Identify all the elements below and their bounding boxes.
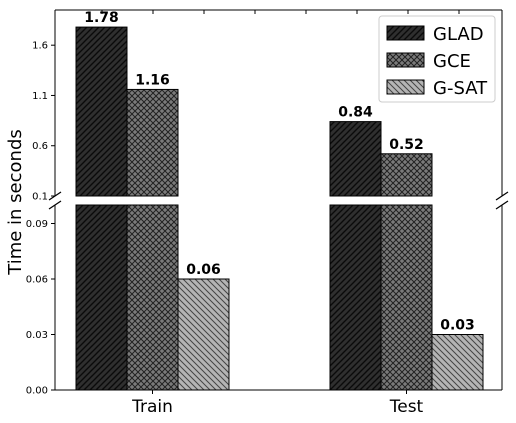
y-tick-label: 0.03 — [26, 330, 48, 341]
data-label-glad-train: 1.78 — [84, 10, 119, 26]
data-label-g-sat-train: 0.06 — [186, 262, 221, 278]
x-tick-label-test: Test — [389, 397, 424, 417]
legend-label-g-sat: G-SAT — [433, 78, 488, 99]
data-label-glad-test: 0.84 — [338, 105, 373, 121]
bar-glad-test-upper — [329, 121, 382, 197]
legend-swatch-g-sat — [386, 79, 425, 95]
y-tick-label: 0.00 — [26, 386, 48, 397]
legend-swatch-gce — [386, 52, 425, 68]
axis-break-right — [495, 191, 509, 210]
legend-swatch-glad — [386, 25, 425, 41]
bars — [75, 26, 484, 391]
data-label-g-sat-test: 0.03 — [440, 318, 475, 334]
bar-g-sat-train — [177, 278, 230, 391]
y-tick-label: 0.06 — [26, 275, 48, 286]
y-axis-label: Time in seconds — [5, 129, 26, 275]
legend-label-gce: GCE — [433, 51, 471, 72]
data-label-gce-train: 1.16 — [135, 72, 170, 88]
x-tick-label-train: Train — [131, 397, 173, 417]
bar-gce-test-upper — [380, 153, 433, 197]
bar-g-sat-test — [431, 334, 484, 391]
y-tick-label: 0.1 — [32, 192, 48, 203]
y-tick-label: 1.1 — [32, 91, 48, 102]
y-tick-label: 0.6 — [32, 141, 48, 152]
y-tick-label: 1.6 — [32, 41, 48, 52]
bar-gce-train-lower — [126, 204, 179, 391]
legend: GLAD GCE G-SAT — [378, 15, 496, 103]
bar-glad-train-upper — [75, 26, 128, 197]
bar-glad-test-lower — [329, 204, 382, 391]
data-label-gce-test: 0.52 — [389, 137, 424, 153]
data-labels: 1.78 1.16 0.06 0.84 0.52 0.03 — [84, 10, 475, 333]
bar-glad-train-lower — [75, 204, 128, 391]
bar-gce-test-lower — [380, 204, 433, 391]
legend-label-glad: GLAD — [433, 24, 484, 45]
y-tick-label: 0.09 — [26, 219, 48, 230]
bar-gce-train-upper — [126, 88, 179, 197]
